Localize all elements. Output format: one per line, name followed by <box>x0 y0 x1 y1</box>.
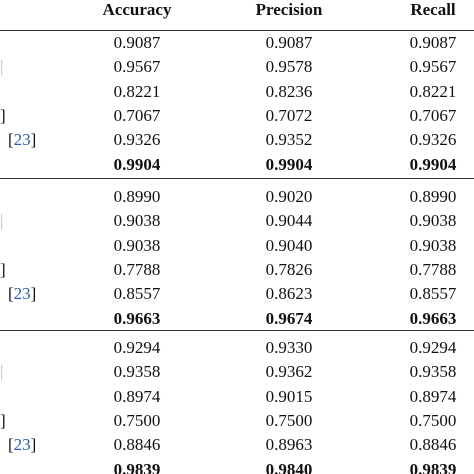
row-label: [23] <box>8 284 37 304</box>
column-header: Accuracy <box>102 0 172 19</box>
cell-value: 0.9326 <box>113 130 161 150</box>
cell-value: 0.8990 <box>409 187 457 206</box>
column-header: Precision <box>255 0 323 19</box>
cell-value: 0.8963 <box>265 435 313 455</box>
cell-value: 0.8623 <box>265 284 313 304</box>
cell-value: 0.9904 <box>409 154 457 174</box>
row-label: | <box>0 211 4 231</box>
cell-value: 0.9578 <box>265 57 313 77</box>
cell-value: 0.9326 <box>409 130 457 150</box>
header-rule <box>0 30 474 31</box>
cell-value: 0.8974 <box>409 386 457 406</box>
cell-value: 0.9038 <box>113 211 161 231</box>
block-rule <box>0 178 474 179</box>
cell-value: 0.9840 <box>265 459 313 474</box>
cell-value: 0.9839 <box>113 459 161 474</box>
cell-value: 0.9362 <box>265 362 313 382</box>
cell-value: 0.9038 <box>409 211 457 231</box>
cell-value: 0.7067 <box>113 105 161 125</box>
cell-value: 0.8846 <box>409 435 457 455</box>
cell-value: 0.8221 <box>113 81 161 101</box>
row-label: [23] <box>8 130 37 150</box>
cell-value: 0.9040 <box>265 235 313 255</box>
cell-value: 0.9294 <box>409 338 457 357</box>
column-header: Recall <box>410 0 456 19</box>
block-rule <box>0 330 474 331</box>
row-label: ] <box>0 259 6 279</box>
cell-value: 0.8221 <box>409 81 457 101</box>
cell-value: 0.9567 <box>409 57 457 77</box>
cell-value: 0.9330 <box>265 338 313 357</box>
cell-value: 0.7500 <box>265 410 313 430</box>
cell-value: 0.8236 <box>265 81 313 101</box>
cell-value: 0.9087 <box>265 33 313 52</box>
cell-value: 0.9044 <box>265 211 313 231</box>
cell-value: 0.7072 <box>265 105 313 125</box>
cell-value: 0.9663 <box>113 308 161 328</box>
cell-value: 0.8846 <box>113 435 161 455</box>
row-label: | <box>0 362 4 382</box>
cell-value: 0.9294 <box>113 338 161 357</box>
cell-value: 0.9839 <box>409 459 457 474</box>
cell-value: 0.9015 <box>265 386 313 406</box>
cell-value: 0.8557 <box>409 284 457 304</box>
cell-value: 0.9352 <box>265 130 313 150</box>
cell-value: 0.9358 <box>113 362 161 382</box>
cell-value: 0.7826 <box>265 259 313 279</box>
cell-value: 0.8557 <box>113 284 161 304</box>
cell-value: 0.9904 <box>113 154 161 174</box>
cell-value: 0.9567 <box>113 57 161 77</box>
cell-value: 0.9020 <box>265 187 313 206</box>
row-label: [23] <box>8 435 37 455</box>
row-label: | <box>0 57 4 77</box>
cell-value: 0.7788 <box>113 259 161 279</box>
cell-value: 0.9087 <box>113 33 161 52</box>
cell-value: 0.9674 <box>265 308 313 328</box>
cell-value: 0.9038 <box>113 235 161 255</box>
row-label: ] <box>0 105 6 125</box>
cell-value: 0.7500 <box>409 410 457 430</box>
cell-value: 0.8990 <box>113 187 161 206</box>
cell-value: 0.9087 <box>409 33 457 52</box>
cell-value: 0.7067 <box>409 105 457 125</box>
cell-value: 0.9358 <box>409 362 457 382</box>
cell-value: 0.9038 <box>409 235 457 255</box>
row-label: ] <box>0 410 6 430</box>
cell-value: 0.7500 <box>113 410 161 430</box>
cell-value: 0.9904 <box>265 154 313 174</box>
cell-value: 0.7788 <box>409 259 457 279</box>
cell-value: 0.9663 <box>409 308 457 328</box>
cell-value: 0.8974 <box>113 386 161 406</box>
